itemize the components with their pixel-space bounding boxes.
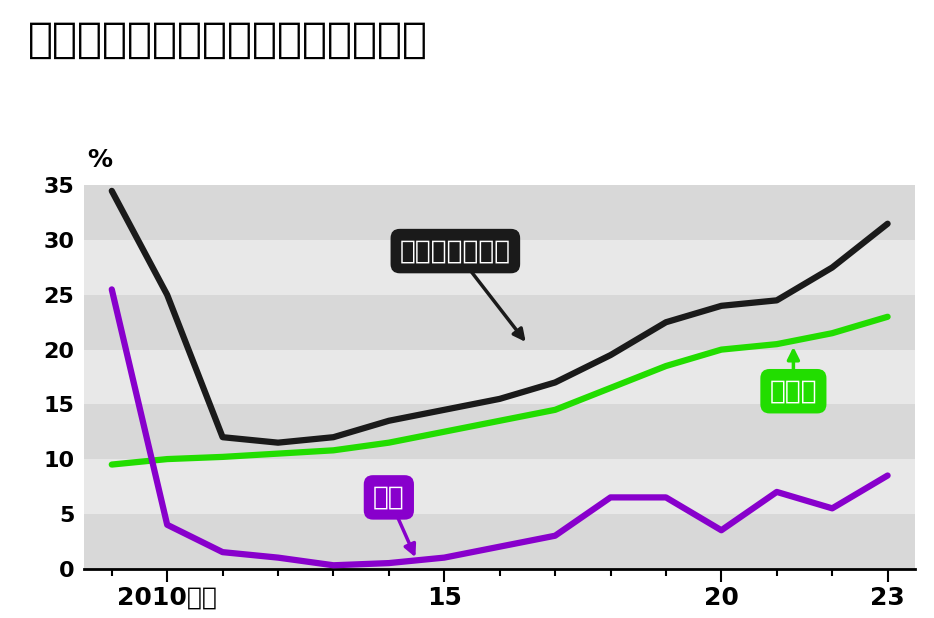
Bar xyxy=(84,350,915,404)
Text: 原発: 原発 xyxy=(373,485,404,510)
Bar xyxy=(84,185,915,240)
Text: 東日本大震災以降の電源構成の推移: 東日本大震災以降の電源構成の推移 xyxy=(28,19,428,61)
Bar xyxy=(84,514,915,569)
Bar xyxy=(84,459,915,514)
Text: 再エネ: 再エネ xyxy=(770,378,817,404)
Text: %: % xyxy=(87,148,112,172)
Bar xyxy=(84,295,915,350)
Text: 非化石電源合計: 非化石電源合計 xyxy=(400,238,511,264)
Bar xyxy=(84,240,915,295)
Bar xyxy=(84,404,915,459)
